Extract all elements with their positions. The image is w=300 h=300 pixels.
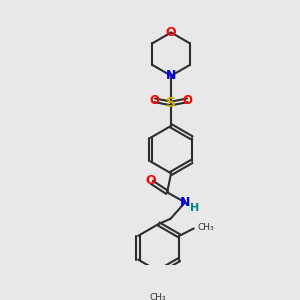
Text: N: N <box>180 196 190 209</box>
Text: CH₃: CH₃ <box>149 293 166 300</box>
Text: O: O <box>166 26 176 39</box>
Text: O: O <box>182 94 193 107</box>
Text: O: O <box>145 174 156 187</box>
Text: N: N <box>166 69 176 82</box>
Text: CH₃: CH₃ <box>198 223 214 232</box>
Text: S: S <box>166 97 176 110</box>
Text: H: H <box>190 203 200 213</box>
Text: O: O <box>150 94 160 107</box>
